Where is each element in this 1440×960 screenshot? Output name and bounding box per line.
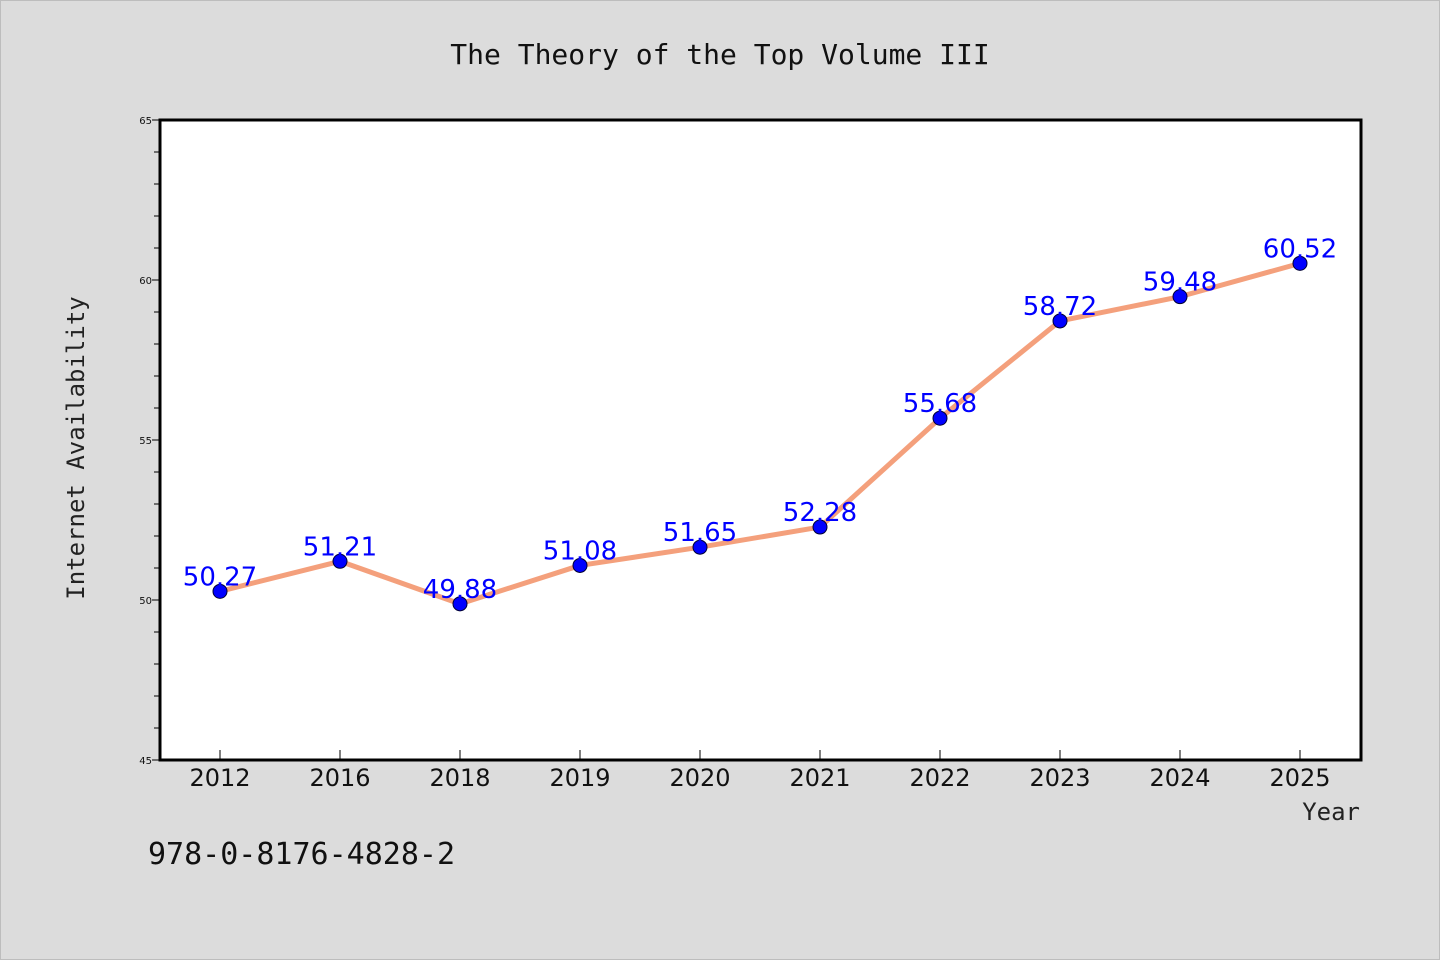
isbn-text: 978-0-8176-4828-2 bbox=[148, 837, 455, 872]
y-tick-label: 60 bbox=[139, 276, 152, 287]
series-line bbox=[219, 260, 1301, 607]
data-point bbox=[1172, 289, 1188, 305]
data-label: 60.52 bbox=[1263, 234, 1337, 264]
data-point bbox=[212, 583, 228, 599]
y-tick-label: 55 bbox=[139, 436, 152, 447]
data-point bbox=[572, 557, 588, 573]
y-tick-label: 50 bbox=[139, 596, 152, 607]
data-label: 50.27 bbox=[183, 562, 257, 592]
data-labels: 50.27 51.21 49.88 51.08 51.65 52.28 55.68 58.72… bbox=[183, 234, 1337, 604]
x-tick-label: 2024 bbox=[1149, 764, 1210, 792]
data-label: 49.88 bbox=[423, 575, 497, 605]
x-tick-label: 2023 bbox=[1029, 764, 1090, 792]
x-tick-label: 2020 bbox=[669, 764, 730, 792]
chart-title: The Theory of the Top Volume III bbox=[450, 38, 989, 71]
data-label: 58.72 bbox=[1023, 292, 1097, 322]
data-point bbox=[1052, 313, 1068, 329]
x-tick-label: 2021 bbox=[789, 764, 850, 792]
data-label: 51.65 bbox=[663, 518, 737, 548]
data-point bbox=[692, 539, 708, 555]
x-tick-label: 2016 bbox=[309, 764, 370, 792]
data-point bbox=[812, 519, 828, 535]
data-label: 52.28 bbox=[783, 498, 857, 528]
y-tick-label: 65 bbox=[139, 116, 152, 127]
data-point bbox=[1292, 255, 1308, 271]
x-axis-label: Year bbox=[1302, 798, 1360, 826]
data-point bbox=[452, 596, 468, 612]
data-label: 51.08 bbox=[543, 536, 617, 566]
series-markers bbox=[212, 255, 1308, 612]
data-label: 55.68 bbox=[903, 389, 977, 419]
x-tick-label: 2019 bbox=[549, 764, 610, 792]
plot-area bbox=[160, 120, 1361, 760]
data-point bbox=[932, 410, 948, 426]
x-tick-label: 2025 bbox=[1269, 764, 1330, 792]
y-tick-label: 45 bbox=[139, 756, 152, 767]
data-label: 51.21 bbox=[303, 532, 377, 562]
y-axis: 45 50 55 60 65 bbox=[139, 116, 160, 767]
x-tick-label: 2022 bbox=[909, 764, 970, 792]
data-label: 59.48 bbox=[1143, 268, 1217, 298]
y-axis-label: Internet Availability bbox=[62, 296, 90, 599]
x-tick-label: 2012 bbox=[189, 764, 250, 792]
plot-frame bbox=[158, 118, 1363, 762]
x-axis: 2012 2016 2018 2019 2020 2021 2022 2023 2024 2025 bbox=[189, 750, 1331, 792]
data-point bbox=[332, 553, 348, 569]
x-tick-label: 2018 bbox=[429, 764, 490, 792]
